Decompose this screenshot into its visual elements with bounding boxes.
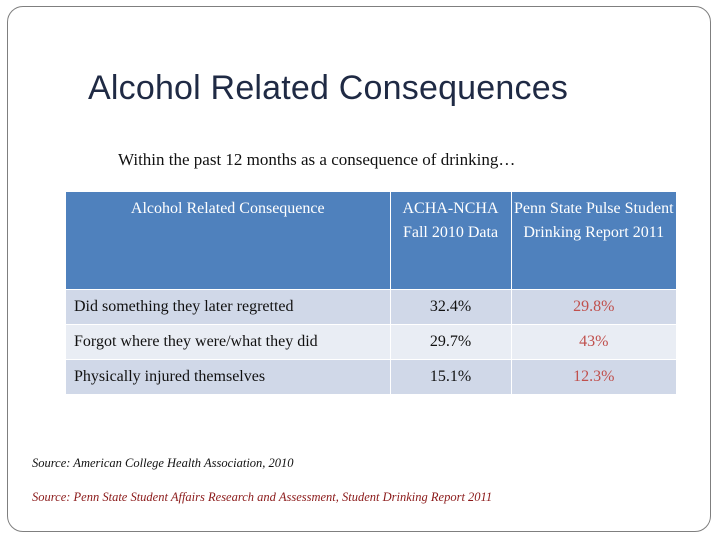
psu-value: 12.3%	[511, 358, 676, 394]
slide-title: Alcohol Related Consequences	[88, 69, 569, 107]
source-psu: Source: Penn State Student Affairs Resea…	[32, 490, 493, 504]
consequences-table: Alcohol Related Consequence ACHA-NCHA Fa…	[66, 192, 676, 394]
header-psu: Penn State Pulse Student Drinking Report…	[511, 192, 676, 289]
acha-value: 32.4%	[390, 288, 512, 324]
slide-subtitle: Within the past 12 months as a consequen…	[118, 150, 516, 169]
table-row: Forgot where they were/what they did 29.…	[66, 323, 676, 359]
table-row: Did something they later regretted 32.4%…	[66, 288, 676, 324]
psu-value: 43%	[511, 323, 676, 359]
row-label: Physically injured themselves	[66, 358, 391, 394]
table-header-row: Alcohol Related Consequence ACHA-NCHA Fa…	[66, 192, 676, 289]
header-consequence: Alcohol Related Consequence	[66, 192, 391, 289]
psu-value: 29.8%	[511, 288, 676, 324]
table-row: Physically injured themselves 15.1% 12.3…	[66, 358, 676, 394]
header-acha: ACHA-NCHA Fall 2010 Data	[390, 192, 512, 289]
source-acha: Source: American College Health Associat…	[32, 456, 294, 470]
row-label: Forgot where they were/what they did	[66, 323, 391, 359]
row-label: Did something they later regretted	[66, 288, 391, 324]
acha-value: 29.7%	[390, 323, 512, 359]
acha-value: 15.1%	[390, 358, 512, 394]
